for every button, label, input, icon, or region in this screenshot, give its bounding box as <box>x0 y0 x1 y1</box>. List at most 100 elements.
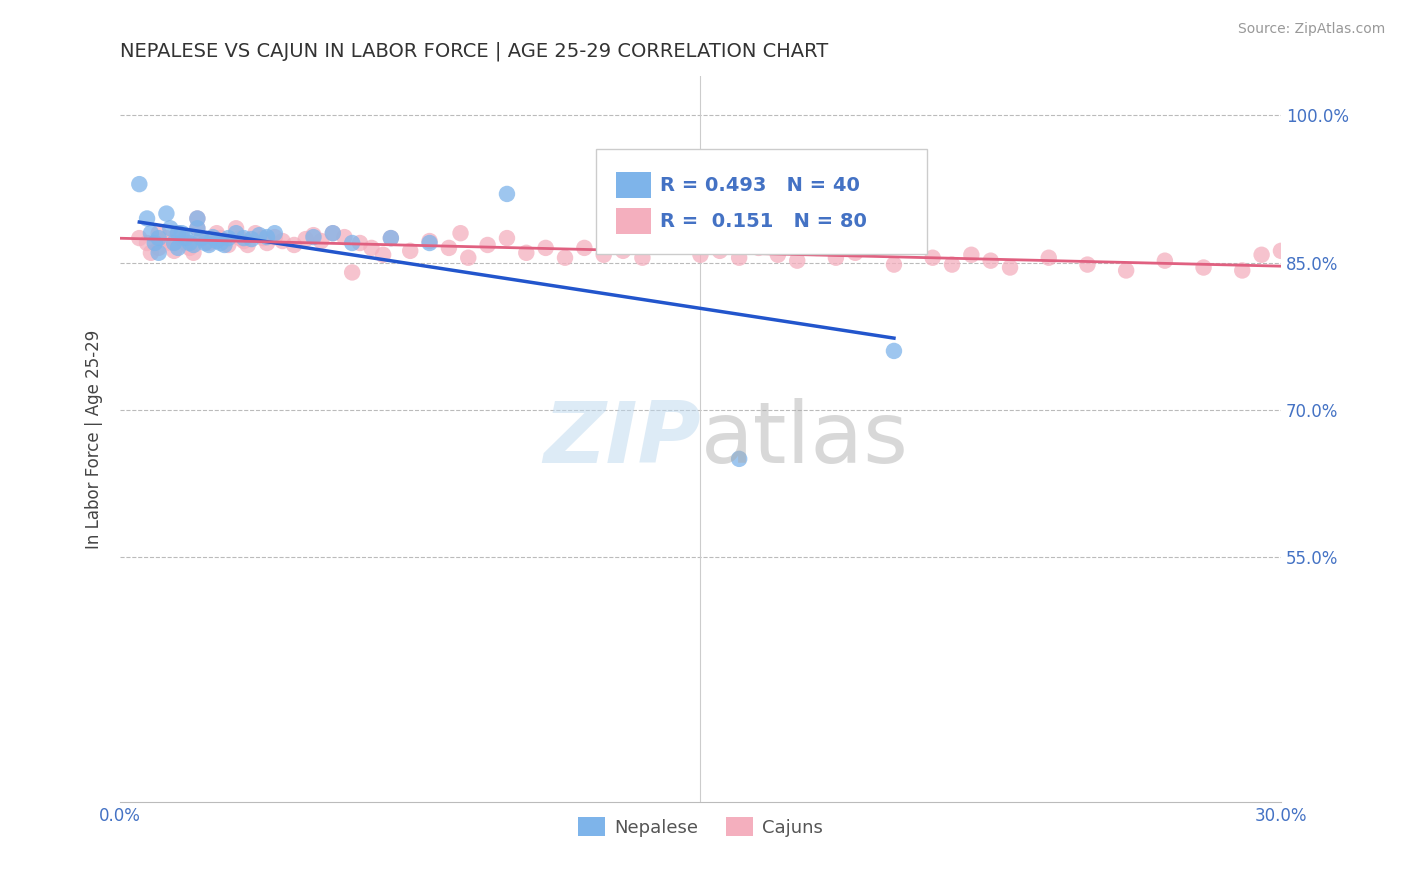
Point <box>236 238 259 252</box>
Point <box>136 235 159 250</box>
Point <box>174 235 197 250</box>
Point <box>240 232 263 246</box>
Point <box>256 230 278 244</box>
Point <box>1250 248 1272 262</box>
Point <box>271 234 294 248</box>
Point <box>322 226 344 240</box>
Point <box>263 226 285 240</box>
Point <box>186 221 208 235</box>
Point <box>174 231 197 245</box>
Point <box>1115 263 1137 277</box>
Point <box>186 211 208 226</box>
Point <box>1232 263 1254 277</box>
Point <box>825 251 848 265</box>
Point <box>155 231 177 245</box>
Point <box>205 226 228 240</box>
Point <box>1192 260 1215 275</box>
Point <box>209 235 232 250</box>
Point <box>170 231 193 245</box>
Point <box>728 451 751 466</box>
Text: atlas: atlas <box>700 398 908 481</box>
Point <box>1153 253 1175 268</box>
Legend: Nepalese, Cajuns: Nepalese, Cajuns <box>571 810 830 844</box>
Point <box>515 245 537 260</box>
Point <box>294 232 316 246</box>
Point <box>167 226 190 240</box>
Point <box>980 253 1002 268</box>
Point <box>143 235 166 250</box>
Point <box>209 231 232 245</box>
Point <box>883 343 905 358</box>
Point <box>534 241 557 255</box>
Point <box>766 248 789 262</box>
Text: Source: ZipAtlas.com: Source: ZipAtlas.com <box>1237 22 1385 37</box>
Point <box>159 221 181 235</box>
Point <box>139 226 162 240</box>
Point <box>148 231 170 245</box>
Point <box>496 231 519 245</box>
Point <box>477 238 499 252</box>
Point <box>728 251 751 265</box>
Point <box>496 186 519 201</box>
Point <box>437 241 460 255</box>
Point <box>380 231 402 245</box>
Point <box>232 234 254 248</box>
Point <box>183 245 205 260</box>
Point <box>205 234 228 248</box>
Point <box>1076 258 1098 272</box>
Point <box>201 230 224 244</box>
Point <box>806 241 828 255</box>
Point <box>380 231 402 245</box>
Point <box>960 248 983 262</box>
Text: NEPALESE VS CAJUN IN LABOR FORCE | AGE 25-29 CORRELATION CHART: NEPALESE VS CAJUN IN LABOR FORCE | AGE 2… <box>120 42 828 62</box>
Point <box>163 244 186 258</box>
Point <box>631 251 654 265</box>
Point <box>333 230 356 244</box>
Point <box>309 234 332 248</box>
Point <box>194 235 217 250</box>
Point <box>159 235 181 250</box>
Point <box>167 241 190 255</box>
Point <box>214 234 236 248</box>
Point <box>419 234 441 248</box>
Point <box>612 244 634 258</box>
Point <box>245 226 267 240</box>
Point <box>786 253 808 268</box>
Point <box>163 235 186 250</box>
Point <box>225 221 247 235</box>
Point <box>198 235 221 250</box>
Point <box>148 241 170 255</box>
Point <box>179 235 201 250</box>
Point <box>689 248 711 262</box>
Point <box>554 251 576 265</box>
Point <box>170 226 193 240</box>
Bar <box>616 209 651 235</box>
Point <box>419 235 441 250</box>
Point <box>190 231 212 245</box>
Point <box>186 211 208 226</box>
Point <box>225 226 247 240</box>
Point <box>128 177 150 191</box>
Point <box>217 238 239 252</box>
Point <box>360 241 382 255</box>
Point <box>179 241 201 255</box>
Point <box>844 245 866 260</box>
Point <box>998 260 1021 275</box>
Point <box>457 251 479 265</box>
Point <box>921 251 943 265</box>
Point <box>136 211 159 226</box>
Point <box>229 231 252 245</box>
Point <box>256 235 278 250</box>
Point <box>148 226 170 240</box>
Point <box>747 241 769 255</box>
Point <box>283 238 305 252</box>
Text: R = 0.493   N = 40: R = 0.493 N = 40 <box>659 176 859 194</box>
Bar <box>616 172 651 198</box>
Point <box>883 258 905 272</box>
Point <box>1038 251 1060 265</box>
Point <box>574 241 596 255</box>
Point <box>592 248 614 262</box>
Point <box>941 258 963 272</box>
FancyBboxPatch shape <box>596 149 927 254</box>
Point <box>1270 244 1292 258</box>
